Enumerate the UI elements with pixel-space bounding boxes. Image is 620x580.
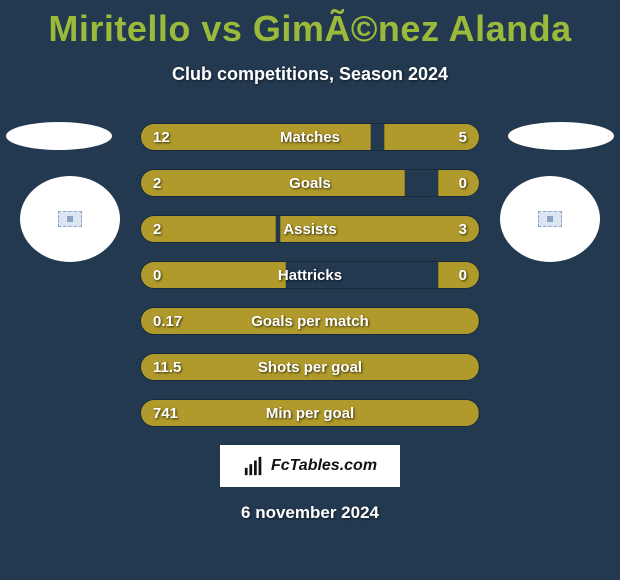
brand-footer: FcTables.com	[220, 445, 400, 487]
stat-row: 20Goals	[140, 169, 480, 197]
stat-label: Min per goal	[141, 400, 479, 427]
stat-row: 0.17Goals per match	[140, 307, 480, 335]
stat-row: 741Min per goal	[140, 399, 480, 427]
brand-text: FcTables.com	[271, 457, 377, 475]
player-right-decoration-top	[508, 122, 614, 150]
subtitle: Club competitions, Season 2024	[0, 64, 620, 85]
page-title: Miritello vs GimÃ©nez Alanda	[0, 0, 620, 50]
date-label: 6 november 2024	[0, 503, 620, 523]
stat-row: 11.5Shots per goal	[140, 353, 480, 381]
stat-row: 125Matches	[140, 123, 480, 151]
stat-row: 00Hattricks	[140, 261, 480, 289]
stat-row: 23Assists	[140, 215, 480, 243]
comparison-chart: 125Matches 20Goals 23Assists 00Hattricks 0.1…	[140, 123, 480, 427]
player-left-placeholder-icon	[58, 211, 82, 227]
stat-label: Goals	[141, 170, 479, 197]
stat-label: Goals per match	[141, 308, 479, 335]
chart-bars-icon	[243, 455, 265, 477]
stat-label: Matches	[141, 124, 479, 151]
player-left-decoration-top	[6, 122, 112, 150]
stat-label: Hattricks	[141, 262, 479, 289]
player-right-placeholder-icon	[538, 211, 562, 227]
stat-label: Assists	[141, 216, 479, 243]
stat-label: Shots per goal	[141, 354, 479, 381]
